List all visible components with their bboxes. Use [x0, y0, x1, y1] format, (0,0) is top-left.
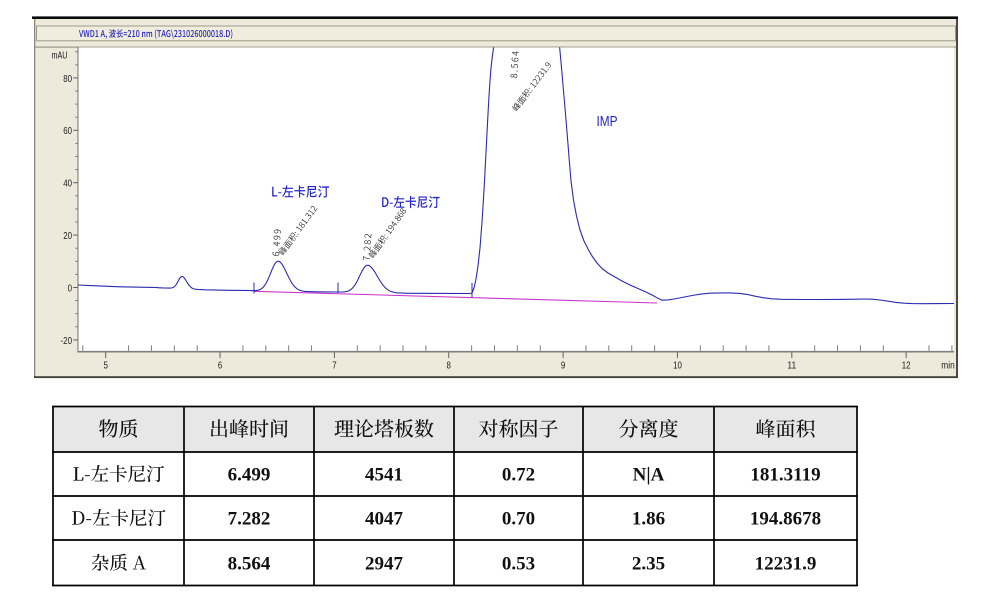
svg-text:20: 20 [63, 230, 72, 242]
svg-text:2947: 2947 [365, 553, 404, 574]
svg-text:12: 12 [902, 359, 911, 371]
svg-text:6: 6 [218, 359, 223, 371]
svg-text:0.70: 0.70 [502, 509, 535, 530]
svg-text:6.499: 6.499 [228, 465, 271, 486]
svg-text:5: 5 [104, 359, 109, 371]
svg-text:mAU: mAU [52, 49, 68, 61]
svg-text:7.282: 7.282 [228, 509, 271, 530]
svg-text:194.8678: 194.8678 [750, 509, 821, 530]
svg-text:60: 60 [63, 125, 72, 137]
svg-text:2.35: 2.35 [632, 553, 665, 574]
svg-text:11: 11 [787, 359, 796, 371]
svg-text:4541: 4541 [365, 465, 403, 486]
svg-text:4047: 4047 [365, 509, 404, 530]
svg-text:12231.9: 12231.9 [755, 553, 817, 574]
svg-text:80: 80 [63, 73, 72, 85]
svg-text:-20: -20 [61, 335, 73, 347]
svg-text:40: 40 [63, 178, 72, 190]
svg-text:min: min [941, 359, 955, 371]
svg-text:181.3119: 181.3119 [750, 465, 820, 486]
svg-text:8.564: 8.564 [228, 553, 271, 574]
svg-text:7: 7 [332, 359, 337, 371]
svg-text:9: 9 [561, 359, 566, 371]
svg-text:N|A: N|A [633, 465, 665, 486]
svg-text:IMP: IMP [597, 113, 618, 130]
svg-text:0.72: 0.72 [502, 465, 535, 486]
svg-text:10: 10 [673, 359, 682, 371]
svg-text:0: 0 [68, 282, 73, 294]
svg-text:8: 8 [447, 359, 452, 371]
svg-text:0.53: 0.53 [502, 553, 535, 574]
svg-text:1.86: 1.86 [632, 509, 665, 530]
